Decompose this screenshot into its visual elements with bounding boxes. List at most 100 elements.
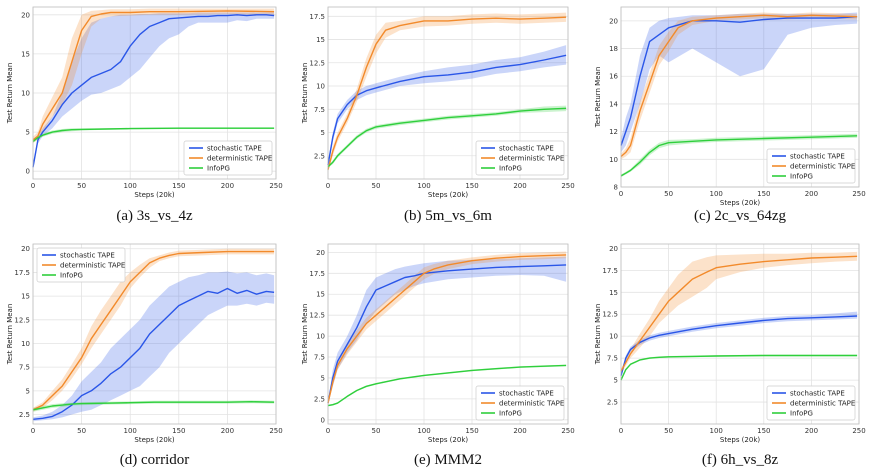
legend-entry-0: stochastic TAPE	[60, 252, 115, 260]
x-tick-label: 0	[326, 182, 330, 190]
y-tick-label: 18	[609, 45, 618, 53]
x-tick-label: 50	[77, 182, 86, 190]
x-tick-label: 250	[852, 190, 865, 198]
y-tick-label: 10	[316, 333, 325, 341]
x-tick-label: 150	[757, 427, 770, 435]
legend-entry-1: deterministic TAPE	[207, 155, 272, 163]
y-tick-label: 5	[26, 129, 30, 137]
subfigure-caption: (b) 5m_vs_6m	[404, 208, 492, 224]
confidence-band-1	[621, 251, 858, 374]
legend-entry-2: InfoPG	[499, 165, 522, 173]
x-axis-label: Steps (20k)	[720, 199, 761, 207]
confidence-band-0	[621, 311, 858, 379]
legend-entry-2: InfoPG	[499, 410, 522, 418]
x-tick-label: 50	[664, 427, 673, 435]
confidence-band-0	[328, 256, 567, 405]
legend-entry-1: deterministic TAPE	[60, 262, 125, 270]
subfigure-caption: (e) MMM2	[414, 452, 482, 468]
y-tick-label: 2.5	[19, 411, 30, 419]
y-tick-label: 17.5	[14, 269, 30, 277]
x-axis-label: Steps (20k)	[428, 436, 469, 444]
y-tick-label: 2.5	[314, 152, 325, 160]
series-line-2	[620, 354, 858, 381]
legend: stochastic TAPE deterministic TAPE InfoPG	[183, 140, 273, 176]
legend: stochastic TAPE deterministic TAPE InfoPG	[766, 148, 856, 184]
x-tick-label: 0	[31, 182, 35, 190]
series-line-0	[327, 264, 567, 404]
y-tick-label: 10	[316, 83, 325, 91]
legend-entry-2: InfoPG	[60, 272, 83, 280]
series-line-2	[327, 364, 567, 407]
series-line-0	[32, 14, 275, 168]
y-tick-label: 2.5	[607, 399, 618, 407]
legend-entry-1: deterministic TAPE	[790, 163, 855, 171]
y-tick-label: 20	[316, 249, 325, 257]
confidence-band-0	[33, 271, 275, 422]
legend-entry-0: stochastic TAPE	[790, 390, 845, 398]
x-tick-label: 0	[326, 427, 330, 435]
y-tick-label: 5	[321, 129, 325, 137]
y-tick-label: 17.5	[309, 13, 325, 21]
y-tick-label: 15	[609, 289, 618, 297]
y-tick-label: 7.5	[314, 354, 325, 362]
legend-entry-2: InfoPG	[207, 165, 230, 173]
confidence-band-0	[621, 12, 858, 153]
y-axis-label: Test Return Mean	[301, 304, 309, 366]
legend-entry-1: deterministic TAPE	[499, 400, 564, 408]
x-tick-label: 100	[710, 190, 723, 198]
legend-entry-0: stochastic TAPE	[499, 390, 554, 398]
y-axis-label: Test Return Mean	[594, 67, 602, 129]
y-tick-label: 15	[316, 291, 325, 299]
x-tick-label: 50	[664, 190, 673, 198]
legend-entry-1: deterministic TAPE	[499, 155, 564, 163]
x-tick-label: 200	[221, 427, 234, 435]
y-tick-label: 20	[21, 245, 30, 253]
y-axis-label: Test Return Mean	[6, 63, 14, 125]
x-axis-label: Steps (20k)	[134, 436, 175, 444]
y-axis-label: Test Return Mean	[301, 63, 309, 125]
series-line-0	[620, 315, 858, 376]
y-tick-label: 10	[609, 333, 618, 341]
subfigure-caption: (c) 2c_vs_64zg	[694, 208, 787, 224]
x-tick-label: 250	[269, 427, 282, 435]
legend-box	[766, 385, 856, 421]
series-line-2	[32, 127, 275, 143]
x-tick-label: 50	[372, 427, 381, 435]
x-axis-label: Steps (20k)	[720, 436, 761, 444]
x-axis-label: Steps (20k)	[428, 191, 469, 199]
plot-frame	[327, 243, 569, 425]
y-tick-label: 20	[609, 245, 618, 253]
x-tick-label: 200	[513, 427, 526, 435]
plot-frame	[620, 243, 860, 425]
x-tick-label: 0	[619, 190, 623, 198]
confidence-band-0	[328, 45, 567, 168]
x-tick-label: 250	[561, 427, 574, 435]
x-tick-label: 100	[417, 427, 430, 435]
y-tick-label: 12.5	[602, 311, 618, 319]
x-tick-label: 150	[465, 182, 478, 190]
subfigure-caption: (f) 6h_vs_8z	[702, 452, 779, 468]
y-tick-label: 16	[609, 73, 618, 81]
series-line-0	[327, 54, 567, 166]
x-tick-label: 200	[513, 182, 526, 190]
confidence-band-0	[33, 12, 275, 169]
subfigure-caption: (a) 3s_vs_4z	[116, 208, 193, 224]
series-line-1	[620, 14, 858, 158]
y-tick-label: 5	[321, 374, 325, 382]
x-tick-label: 250	[269, 182, 282, 190]
y-tick-label: 12	[609, 128, 618, 136]
x-tick-label: 150	[172, 427, 185, 435]
x-tick-label: 100	[124, 427, 137, 435]
y-tick-label: 7.5	[19, 364, 30, 372]
legend-entry-2: InfoPG	[790, 410, 813, 418]
series-line-1	[327, 254, 567, 404]
y-axis-label: Test Return Mean	[594, 304, 602, 366]
y-tick-label: 20	[21, 11, 30, 19]
y-tick-label: 2.5	[314, 395, 325, 403]
y-tick-label: 10	[21, 90, 30, 98]
y-tick-label: 15	[21, 293, 30, 301]
